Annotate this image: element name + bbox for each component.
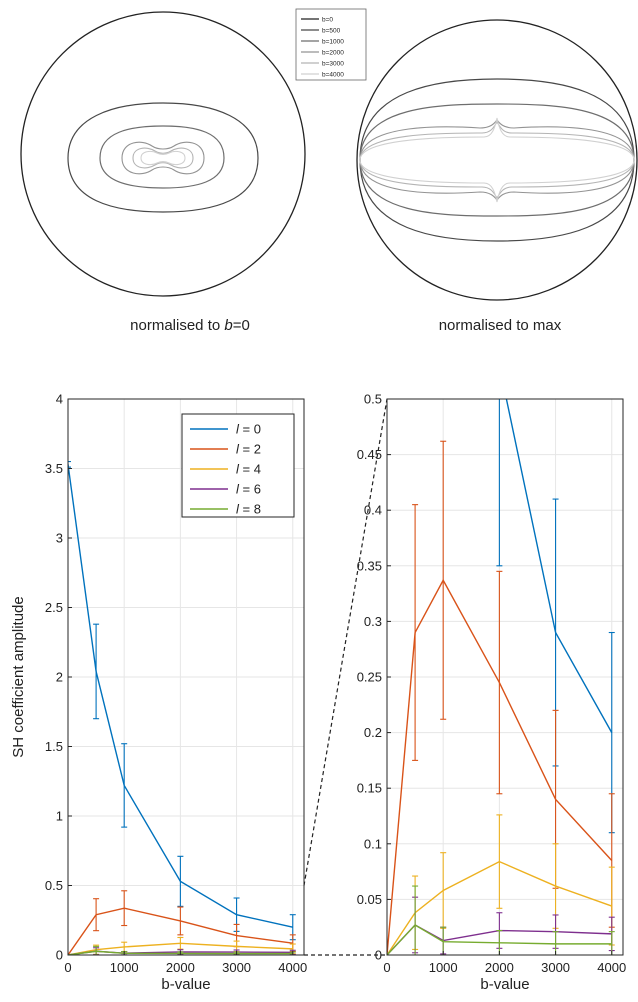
x-tick-label: 3000: [541, 960, 570, 975]
y-tick-label: 0: [56, 948, 63, 963]
polar-left-contour-b4000: [140, 150, 186, 166]
polar-right-contour-b4000: [359, 117, 635, 203]
polar-right-contour-b3000: [359, 120, 635, 200]
chart-right: 0 1000 2000 3000 4000 0 0.05 0.1 0.15 0.2 0.25 0.3 0…: [357, 392, 627, 994]
x-axis-label: b-value: [480, 976, 529, 993]
series-line: [505, 399, 613, 733]
legend-label: l = 2: [236, 442, 261, 457]
polar-legend-label: b=2000: [322, 50, 344, 57]
legend-label: l = 8: [236, 502, 261, 517]
polar-left-caption: normalised to b=0: [130, 317, 250, 334]
polar-legend: b=0 b=500 b=1000 b=2000 b=3000 b=4000: [295, 8, 367, 81]
polar-legend-label: b=3000: [322, 61, 344, 68]
polar-left-contour-b2000: [121, 141, 205, 175]
y-tick-label: 3.5: [45, 461, 63, 476]
polar-legend-label: b=4000: [322, 72, 344, 79]
zoom-line-top: [303, 398, 388, 886]
polar-right-contour-b500: [359, 78, 635, 242]
y-tick-label: 1: [56, 809, 63, 824]
polar-right-contour-b2000: [359, 119, 635, 201]
chart-left: 0 1000 2000 3000 4000 0 0.5 1 1.5 2 2.5 3 3.5 4 b-valu…: [10, 392, 307, 994]
x-axis-label: b-value: [161, 976, 210, 993]
polar-legend-label: b=500: [322, 28, 341, 35]
y-tick-label: 0.2: [364, 725, 382, 740]
x-tick-label: 4000: [597, 960, 626, 975]
y-tick-label: 2.5: [45, 600, 63, 615]
y-tick-label: 3: [56, 531, 63, 546]
y-tick-label: 0.45: [357, 447, 382, 462]
y-tick-label: 0.3: [364, 614, 382, 629]
zoom-connectors: [303, 398, 388, 956]
y-tick-label: 2: [56, 670, 63, 685]
x-tick-label: 1000: [110, 960, 139, 975]
x-tick-label: 0: [64, 960, 71, 975]
polar-right-outer-circle: [356, 19, 638, 301]
polar-left-contour-b1000: [99, 125, 225, 189]
polar-legend-box: [295, 8, 367, 81]
y-tick-label: 0: [375, 948, 382, 963]
series-line: [68, 907, 293, 955]
series-line: [387, 860, 612, 955]
legend-label: l = 6: [236, 482, 261, 497]
x-tick-label: 2000: [485, 960, 514, 975]
y-axis-label: SH coefficient amplitude: [10, 596, 27, 757]
polar-legend-label: b=0: [322, 17, 333, 24]
x-tick-label: 1000: [429, 960, 458, 975]
y-tick-label: 0.5: [364, 392, 382, 407]
x-tick-label: 4000: [278, 960, 307, 975]
y-tick-label: 0.25: [357, 670, 382, 685]
x-tick-label: 0: [383, 960, 390, 975]
series-line: [68, 464, 293, 928]
y-tick-label: 0.15: [357, 781, 382, 796]
series-line: [387, 578, 613, 955]
polar-left-outer-circle: [20, 11, 306, 297]
y-tick-label: 0.5: [45, 878, 63, 893]
series-line: [68, 950, 293, 955]
legend-label: l = 0: [236, 422, 261, 437]
polar-right-panel: normalised to max: [356, 19, 638, 334]
x-tick-label: 2000: [166, 960, 195, 975]
polar-right-caption: normalised to max: [439, 317, 562, 334]
x-tick-label: 3000: [222, 960, 251, 975]
polar-left-panel: normalised to b=0: [20, 11, 306, 334]
series-line: [387, 924, 612, 955]
y-tick-label: 4: [56, 392, 63, 407]
y-tick-label: 0.1: [364, 836, 382, 851]
polar-left-contour-b3000: [132, 147, 194, 169]
polar-left-contour-b500: [67, 102, 259, 213]
series-line: [68, 942, 293, 955]
legend-box: [181, 413, 295, 518]
polar-legend-label: b=1000: [322, 39, 344, 46]
y-tick-label: 0.05: [357, 892, 382, 907]
y-tick-label: 1.5: [45, 739, 63, 754]
y-tick-label: 0.35: [357, 558, 382, 573]
y-tick-label: 0.4: [364, 503, 382, 518]
legend-label: l = 4: [236, 462, 261, 477]
